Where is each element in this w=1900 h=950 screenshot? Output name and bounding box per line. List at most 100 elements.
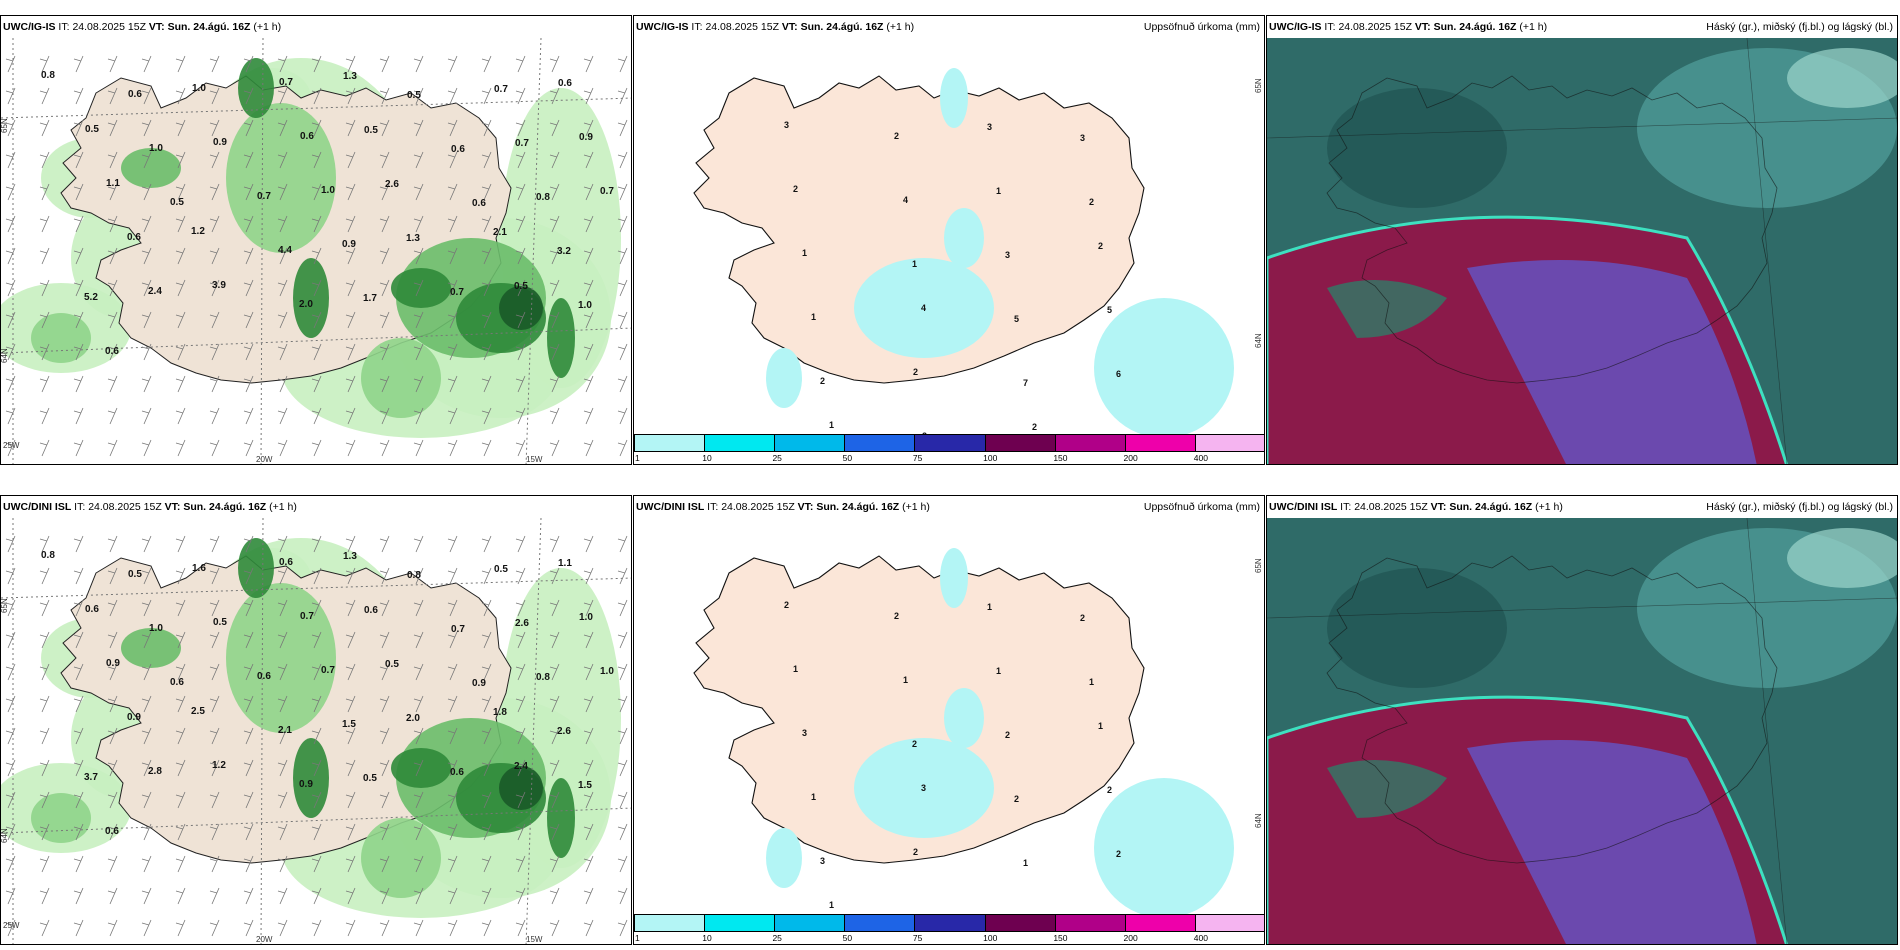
precip-value: 1.3 [343, 71, 357, 82]
wind-barb [583, 311, 594, 329]
wind-barb [515, 151, 526, 169]
wind-barb [311, 855, 322, 873]
wind-barb [549, 55, 560, 73]
offset: (+1 h) [902, 501, 930, 513]
wind-barb [549, 599, 560, 617]
colorbar-swatch [915, 914, 986, 932]
wind-barb [549, 855, 560, 873]
wind-barb [345, 823, 356, 841]
wind-barb [583, 119, 594, 137]
wind-barb [39, 439, 50, 457]
wind-barb [481, 439, 492, 457]
wind-barb [73, 887, 84, 905]
wind-barb [39, 311, 50, 329]
wind-barb [379, 567, 390, 585]
precip-value: 3 [802, 728, 807, 738]
wind-barb [311, 407, 322, 425]
wind-barb [73, 631, 84, 649]
lon-line [1746, 38, 1788, 464]
precip-value: 1 [829, 420, 834, 430]
precip-value: 2.0 [299, 299, 313, 310]
precip-value: 3 [921, 783, 926, 793]
wind-barb [73, 599, 84, 617]
wind-barb [481, 727, 492, 745]
wind-barb [107, 535, 118, 553]
wind-barb [243, 663, 254, 681]
wind-barb [379, 855, 390, 873]
wind-barb [243, 87, 254, 105]
wind-barb [413, 695, 424, 713]
wind-barb [175, 855, 186, 873]
wind-barb [141, 727, 152, 745]
wind-barb [549, 119, 560, 137]
lat-line [1, 807, 631, 834]
wind-barb [311, 887, 322, 905]
wind-barb [73, 87, 84, 105]
panel-title: Uppsöfnuð úrkoma (mm) [1143, 501, 1260, 513]
wind-barb [583, 887, 594, 905]
wind-barb [515, 119, 526, 137]
precip-value: 0.9 [213, 137, 227, 148]
precip-value: 2 [912, 739, 917, 749]
wind-barb [311, 343, 322, 361]
wind-barb [311, 823, 322, 841]
colorbar-swatch [634, 434, 706, 452]
wind-barb [5, 919, 16, 937]
wind-barb [107, 343, 118, 361]
wind-barb [141, 631, 152, 649]
wind-barb [617, 407, 628, 425]
wind-barb [243, 599, 254, 617]
wind-barb [277, 567, 288, 585]
wind-barb [107, 311, 118, 329]
model-name: UWC/DINI ISL [3, 501, 72, 513]
wind-barb [413, 375, 424, 393]
wind-barb [583, 855, 594, 873]
wind-barb [209, 855, 220, 873]
offset: (+1 h) [253, 21, 282, 33]
precip-value: 0.8 [407, 570, 421, 581]
offset: (+1 h) [1519, 21, 1548, 33]
wind-barb [481, 215, 492, 233]
precip-value: 2 [1107, 785, 1112, 795]
precip-value: 2 [1014, 794, 1019, 804]
wind-barb [515, 55, 526, 73]
model-name: UWC/IG-IS [636, 21, 689, 33]
precip-value: 3 [1080, 133, 1085, 143]
wind-barb [5, 215, 16, 233]
it-label: IT: [691, 21, 703, 33]
precip-value: 0.5 [85, 124, 99, 135]
wind-barb [311, 215, 322, 233]
wind-barb [481, 791, 492, 809]
precip-core [293, 258, 329, 338]
wind-barb [209, 407, 220, 425]
offset: (+1 h) [269, 501, 297, 513]
wind-barb [379, 599, 390, 617]
wind-barb [617, 375, 628, 393]
wind-barb [141, 695, 152, 713]
wind-barb [141, 823, 152, 841]
wind-barb [107, 759, 118, 777]
precip-core [226, 103, 336, 253]
precip-value: 0.6 [128, 89, 142, 100]
wind-barb [549, 919, 560, 937]
wind-barb [5, 631, 16, 649]
wind-barb [311, 151, 322, 169]
wind-barb [583, 727, 594, 745]
wind-barb [379, 631, 390, 649]
cloud-area [1327, 280, 1447, 338]
vt-value: Sun. 24.ágú. 16Z [1433, 21, 1517, 33]
wind-barb [583, 87, 594, 105]
wind-barb [583, 567, 594, 585]
precip-value: 0.9 [127, 712, 141, 723]
wind-barb [175, 247, 186, 265]
wind-barb [175, 887, 186, 905]
precip-core [238, 58, 274, 118]
precip-value: 2 [1032, 422, 1037, 432]
wind-barb [141, 311, 152, 329]
wind-barb [277, 279, 288, 297]
wind-barb [175, 695, 186, 713]
precip-value: 0.5 [170, 197, 184, 208]
precip-value: 0.7 [451, 624, 465, 635]
wind-barb [549, 311, 560, 329]
wind-barb [243, 55, 254, 73]
